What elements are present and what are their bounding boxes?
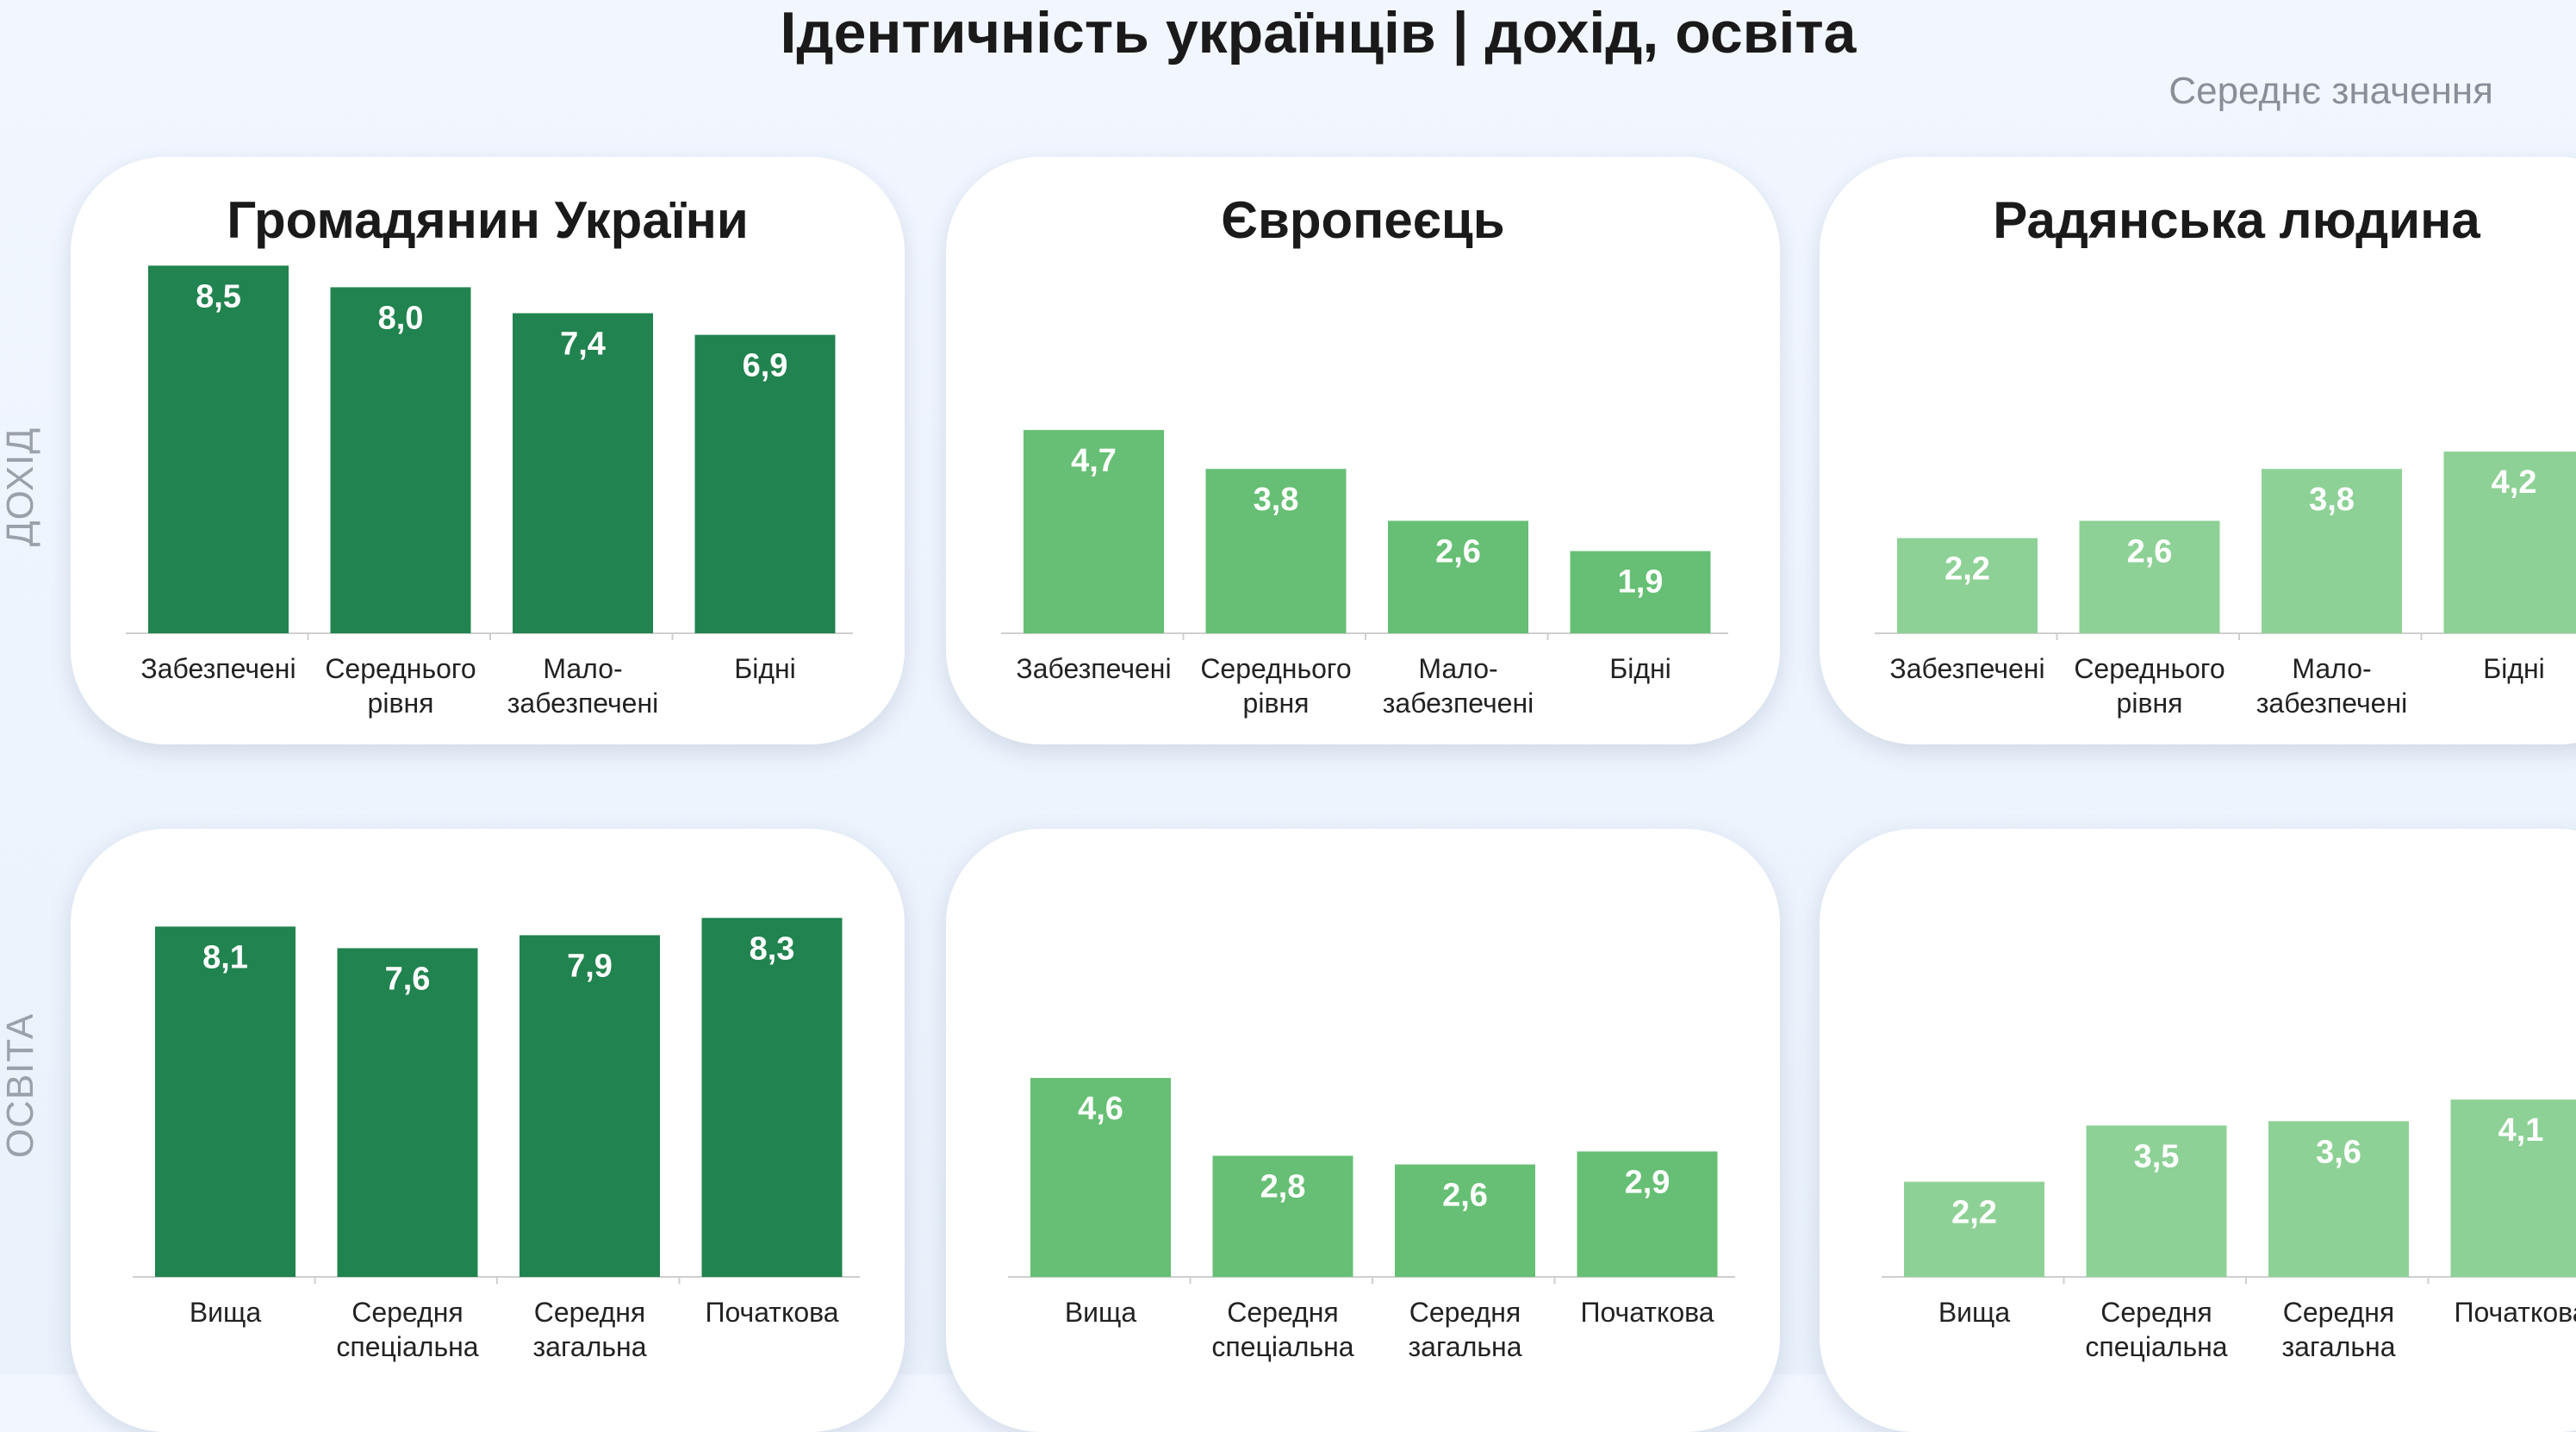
category-label: Мало- bbox=[1418, 653, 1497, 684]
bar-value-label: 2,6 bbox=[1442, 1177, 1488, 1213]
bar-value-label: 3,8 bbox=[2309, 482, 2355, 518]
category-label: Мало- bbox=[543, 653, 622, 684]
bar-chart-citizen-income: 8,5 Забезпечені 8,0 Середнього рівня 7,4 Мало-… bbox=[71, 157, 905, 744]
category-label: Бідні bbox=[2483, 653, 2545, 684]
bar-value-label: 1,9 bbox=[1618, 564, 1664, 601]
category-label: рівня bbox=[2117, 688, 2183, 719]
bar bbox=[331, 287, 471, 633]
bar-value-label: 7,6 bbox=[385, 961, 431, 997]
page-subtitle: Середнє значення bbox=[2168, 65, 2493, 117]
category-label: забезпечені bbox=[1383, 688, 1534, 719]
page-title: Ідентичність українців | дохід, освіта bbox=[0, 0, 2576, 67]
category-label: Середня bbox=[2283, 1297, 2394, 1328]
bar bbox=[338, 948, 478, 1277]
category-label: Середнього bbox=[325, 653, 476, 684]
bar-value-label: 2,8 bbox=[1260, 1168, 1306, 1205]
category-label: Початкова bbox=[705, 1297, 838, 1328]
bar-value-label: 4,7 bbox=[1071, 443, 1117, 479]
category-label: забезпечені bbox=[2256, 688, 2408, 719]
category-label: загальна bbox=[532, 1331, 646, 1362]
category-label: Початкова bbox=[2454, 1297, 2576, 1328]
bar-chart-european-income: 4,7 Забезпечені 3,8 Середнього рівня 2,6 Мало-… bbox=[946, 157, 1780, 744]
category-label: Вища bbox=[1938, 1297, 2011, 1328]
bar-value-label: 8,1 bbox=[202, 939, 248, 975]
category-label: Початкова bbox=[1580, 1297, 1714, 1328]
category-label: Бідні bbox=[1609, 653, 1671, 684]
bar-value-label: 7,4 bbox=[560, 327, 606, 363]
category-label: спеціальна bbox=[1211, 1331, 1353, 1362]
bar-value-label: 2,6 bbox=[1435, 533, 1481, 570]
bar-chart-citizen-education: 8,1Вища7,6Середняспеціальна7,9Середнязаг… bbox=[71, 829, 905, 1432]
category-label: Середня bbox=[1409, 1297, 1521, 1328]
category-label: Забезпечені bbox=[140, 653, 296, 684]
category-label: Середня bbox=[534, 1297, 645, 1328]
bar-value-label: 6,9 bbox=[743, 348, 788, 384]
bar-chart-european-education: 4,6Вища2,8Середняспеціальна2,6Середнязаг… bbox=[946, 829, 1780, 1432]
category-label: Забезпечені bbox=[1016, 653, 1171, 684]
row-label-income: ДОХІД bbox=[0, 271, 42, 702]
category-label: Вища bbox=[1065, 1297, 1137, 1328]
category-label: загальна bbox=[2281, 1331, 2395, 1362]
category-label: Бідні bbox=[734, 653, 796, 684]
category-label: Вища bbox=[190, 1297, 262, 1328]
bar-value-label: 4,1 bbox=[2498, 1112, 2544, 1149]
bar-value-label: 2,2 bbox=[1951, 1195, 1997, 1231]
bar-chart-soviet-income: 2,2 Забезпечені 2,6 Середнього рівня 3,8 Мало-… bbox=[1820, 157, 2576, 744]
category-label: рівня bbox=[368, 688, 434, 719]
category-label: спеціальна bbox=[336, 1331, 478, 1362]
bar bbox=[155, 926, 296, 1277]
category-label: забезпечені bbox=[507, 688, 659, 719]
category-label: загальна bbox=[1408, 1331, 1521, 1362]
bar bbox=[702, 918, 843, 1277]
category-label: Мало- bbox=[2292, 653, 2371, 684]
bar-value-label: 2,6 bbox=[2127, 533, 2173, 570]
bar bbox=[148, 265, 289, 633]
category-label: Середнього bbox=[1200, 653, 1351, 684]
bar-value-label: 8,3 bbox=[750, 931, 795, 967]
category-label: Середня bbox=[352, 1297, 463, 1328]
category-label: Середня bbox=[2100, 1297, 2212, 1328]
bar-value-label: 8,0 bbox=[378, 300, 424, 336]
category-label: Середнього bbox=[2074, 653, 2224, 684]
bar-value-label: 4,6 bbox=[1078, 1091, 1123, 1127]
category-label: Середня bbox=[1227, 1297, 1338, 1328]
category-label: рівня bbox=[1243, 688, 1310, 719]
bar-value-label: 4,2 bbox=[2492, 464, 2537, 501]
bar-value-label: 3,5 bbox=[2134, 1138, 2180, 1174]
bar-value-label: 2,2 bbox=[1944, 551, 1990, 588]
bar-chart-soviet-education: 2,2Вища3,5Середняспеціальна3,6Середнязаг… bbox=[1820, 829, 2576, 1432]
bar-value-label: 2,9 bbox=[1625, 1164, 1671, 1200]
bar-value-label: 7,9 bbox=[567, 948, 613, 984]
bar-value-label: 3,8 bbox=[1254, 482, 1299, 518]
category-label: Забезпечені bbox=[1889, 653, 2044, 684]
bar bbox=[520, 935, 660, 1277]
bar-value-label: 8,5 bbox=[196, 278, 241, 314]
bar-value-label: 3,6 bbox=[2316, 1134, 2361, 1170]
row-label-education: ОСВІТА bbox=[0, 870, 42, 1301]
category-label: спеціальна bbox=[2085, 1331, 2227, 1362]
